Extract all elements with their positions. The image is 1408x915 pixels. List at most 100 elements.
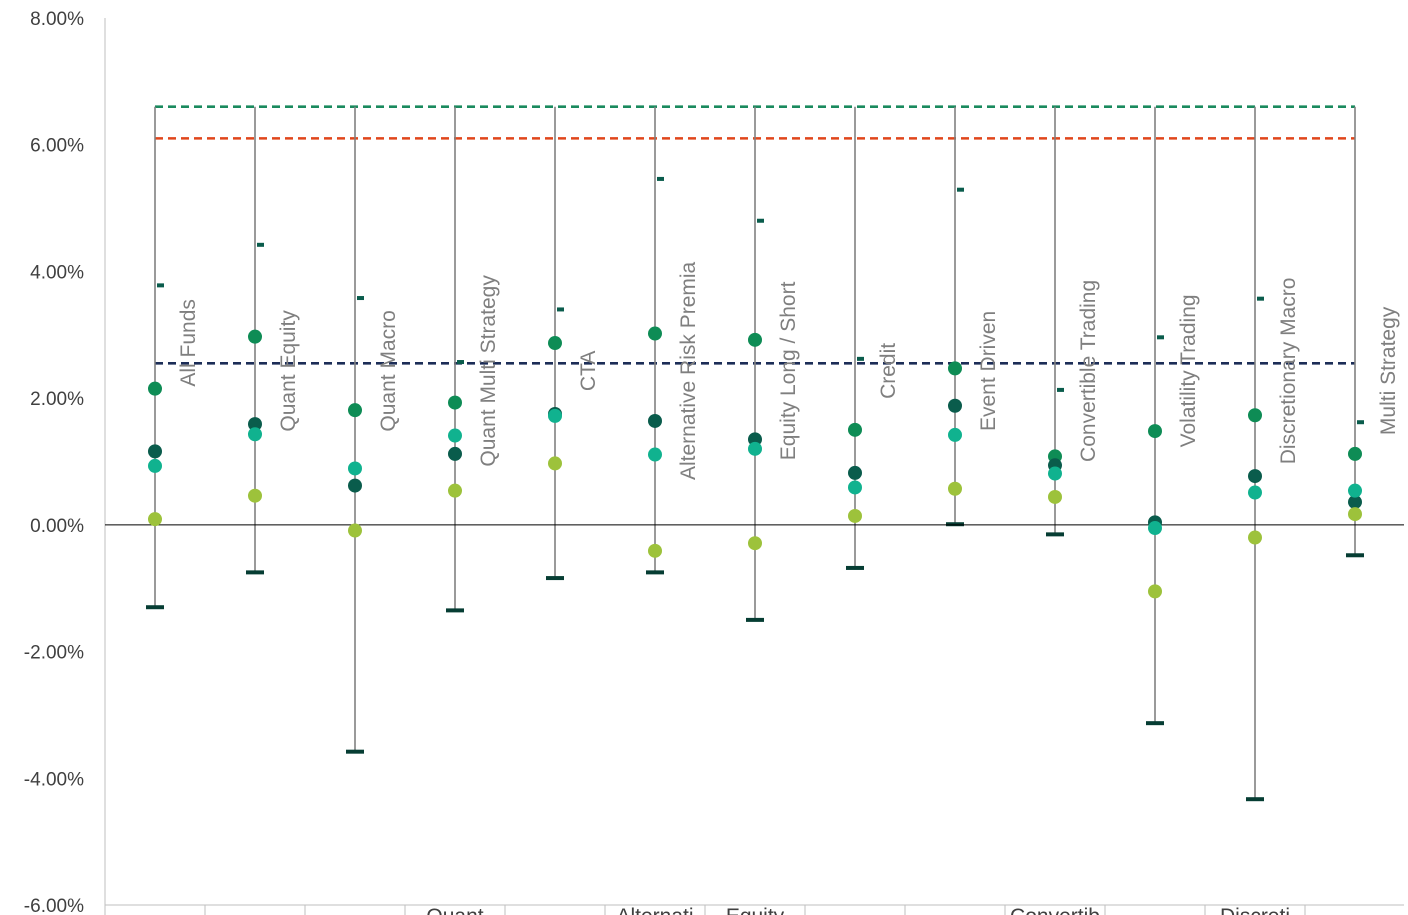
y-tick-label-4: 0.00% [30, 516, 84, 537]
x-axis-label-9: Convertib [1010, 905, 1100, 915]
category-label-6: Equity Long / Short [777, 281, 800, 460]
lower-cap-4 [546, 576, 564, 581]
upper-mark-12 [1357, 420, 1364, 425]
point-s1-c1 [248, 417, 262, 432]
upper-mark-7 [857, 356, 864, 361]
point-s1-c5 [648, 413, 662, 428]
category-label-7: Credit [877, 343, 900, 399]
category-label-11: Discretionary Macro [1277, 278, 1300, 465]
y-tick-label-6: -4.00% [24, 769, 84, 790]
lower-cap-11 [1246, 797, 1264, 802]
category-label-0: All Funds [177, 299, 200, 387]
point-s3-c5 [648, 543, 662, 558]
point-s2-c6 [748, 441, 762, 456]
point-s3-c11 [1248, 530, 1262, 545]
point-s1-c2 [348, 478, 362, 493]
y-tick-label-1: 6.00% [30, 136, 84, 157]
category-labels: All Funds Quant Equity Quant Macro Quant Mu… [177, 261, 1400, 915]
point-s0-c5 [648, 326, 662, 341]
point-s2-c3 [448, 428, 462, 443]
category-label-8: Event Driven [977, 311, 1000, 431]
point-s2-c9 [1048, 466, 1062, 481]
y-tick-label-0: 8.00% [30, 9, 84, 30]
point-s2-c0 [148, 458, 162, 473]
point-s1-c8 [948, 398, 962, 413]
point-s0-c11 [1248, 408, 1262, 423]
point-s2-c4 [548, 408, 562, 423]
point-s3-c3 [448, 483, 462, 498]
upper-mark-3 [457, 360, 464, 365]
y-axis-ticks: 8.00% 6.00% 4.00% 2.00% 0.00% -2.00% -4.00% -6.… [24, 9, 84, 915]
point-s1-c3 [448, 446, 462, 461]
lower-cap-7 [846, 565, 864, 570]
lower-cap-6 [746, 617, 764, 622]
lower-cap-0 [146, 605, 164, 610]
upper-mark-4 [557, 307, 564, 312]
point-s0-c6 [748, 332, 762, 347]
point-s0-c10 [1148, 424, 1162, 439]
point-s2-c7 [848, 480, 862, 495]
upper-mark-6 [757, 218, 764, 223]
lower-cap-8 [946, 522, 964, 527]
point-s3-c9 [1048, 489, 1062, 504]
point-s3-c1 [248, 488, 262, 503]
point-s2-c11 [1248, 485, 1262, 500]
point-s0-c1 [248, 329, 262, 344]
point-s0-c0 [148, 381, 162, 396]
point-s0-c2 [348, 403, 362, 418]
point-s2-c12 [1348, 483, 1362, 498]
x-axis-label-3: Quant [426, 905, 483, 915]
upper-mark-10 [1157, 335, 1164, 340]
point-s1-c0 [148, 444, 162, 459]
point-s2-c1 [248, 427, 262, 442]
axes [104, 18, 1404, 915]
lower-cap-1 [246, 570, 264, 575]
x-axis-label-11: Discreti [1220, 905, 1290, 915]
point-s3-c2 [348, 523, 362, 538]
upper-mark-11 [1257, 296, 1264, 301]
upper-mark-0 [157, 283, 164, 288]
point-s3-c6 [748, 536, 762, 551]
point-s2-c2 [348, 461, 362, 476]
category-label-2: Quant Macro [377, 310, 400, 431]
point-s2-c8 [948, 427, 962, 442]
upper-mark-5 [657, 176, 664, 181]
lower-cap-9 [1046, 532, 1064, 537]
point-s0-c4 [548, 336, 562, 351]
x-axis-label-5: Alternati [616, 905, 693, 915]
category-label-12: Multi Strategy [1377, 306, 1400, 435]
category-label-1: Quant Equity [277, 310, 300, 432]
point-s3-c0 [148, 512, 162, 527]
point-s2-c5 [648, 447, 662, 462]
category-label-4: CTA [577, 351, 600, 391]
data-points [148, 326, 1362, 599]
point-s3-c10 [1148, 584, 1162, 599]
point-s1-c12 [1348, 495, 1362, 510]
point-s0-c7 [848, 422, 862, 437]
x-axis-label-6: Equity [726, 905, 785, 915]
point-s2-c10 [1148, 521, 1162, 536]
point-s3-c4 [548, 456, 562, 471]
point-s3-c7 [848, 508, 862, 523]
upper-mark-8 [957, 187, 964, 192]
lower-cap-3 [446, 608, 464, 613]
point-s0-c8 [948, 361, 962, 376]
category-label-5: Alternative Risk Premia [677, 261, 700, 480]
y-tick-label-7: -6.00% [24, 896, 84, 915]
upper-mark-9 [1057, 387, 1064, 392]
lower-cap-10 [1146, 721, 1164, 726]
lower-cap-12 [1346, 553, 1364, 558]
point-s0-c3 [448, 395, 462, 410]
y-tick-label-3: 2.00% [30, 389, 84, 410]
category-label-3: Quant Multi Strategy [477, 275, 500, 467]
upper-mark-2 [357, 296, 364, 301]
lower-cap-2 [346, 749, 364, 754]
upper-mark-1 [257, 242, 264, 247]
y-tick-label-5: -2.00% [24, 643, 84, 664]
lower-cap-5 [646, 570, 664, 575]
point-s1-c7 [848, 465, 862, 480]
point-s0-c12 [1348, 446, 1362, 461]
y-tick-label-2: 4.00% [30, 262, 84, 283]
point-s3-c8 [948, 481, 962, 496]
